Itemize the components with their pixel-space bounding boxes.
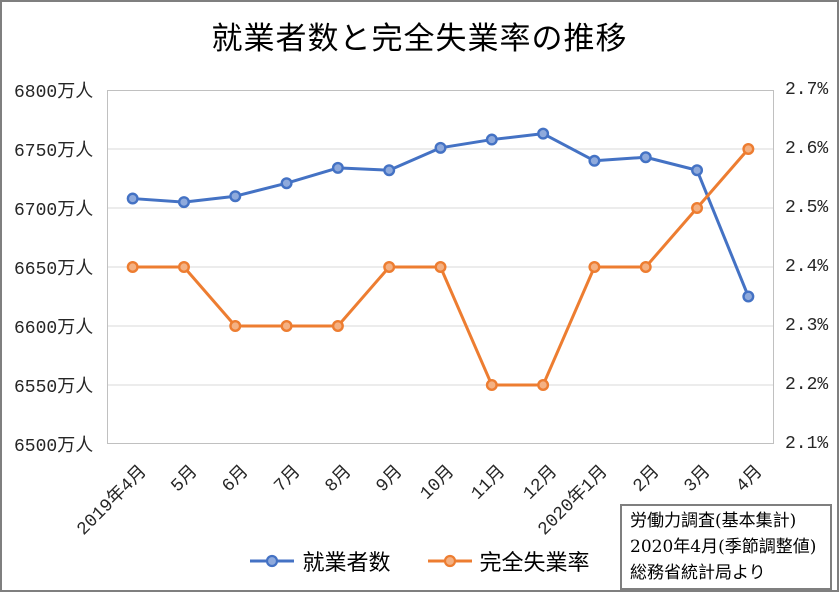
- right-axis-tick-label: 2.3%: [785, 316, 829, 336]
- data-point: [691, 164, 704, 177]
- data-point: [537, 379, 550, 392]
- data-point: [742, 290, 755, 303]
- data-point: [691, 201, 704, 214]
- data-point: [383, 164, 396, 177]
- source-note-line: 2020年4月(季節調整値): [630, 537, 817, 557]
- data-point: [229, 190, 242, 203]
- data-point: [126, 260, 139, 273]
- legend: 就業者数 完全失業率: [2, 545, 837, 577]
- data-point: [485, 379, 498, 392]
- left-axis-tick-label: 6550万人: [14, 378, 94, 398]
- plot-area: [107, 90, 774, 444]
- data-point: [588, 154, 601, 167]
- data-point: [639, 151, 652, 164]
- x-axis-tick-label: 9月: [373, 462, 408, 497]
- right-axis-tick-label: 2.2%: [785, 375, 829, 395]
- source-note-line: 総務省統計局より: [630, 563, 766, 583]
- x-axis-tick-label: 3月: [680, 462, 716, 497]
- legend-line-marker-icon: [250, 554, 295, 568]
- legend-line-marker-icon: [427, 554, 472, 568]
- legend-label-unemployment-rate: 完全失業率: [479, 551, 590, 576]
- chart-title: 就業者数と完全失業率の推移: [211, 21, 628, 57]
- right-axis-tick-label: 2.6%: [785, 139, 829, 159]
- data-point: [639, 260, 652, 273]
- data-point: [588, 260, 601, 273]
- left-axis-tick-label: 6800万人: [14, 83, 94, 103]
- data-point: [229, 319, 242, 332]
- left-axis-tick-label: 6600万人: [14, 319, 94, 339]
- data-point: [331, 319, 344, 332]
- legend-label-employed: 就業者数: [302, 551, 391, 576]
- x-axis-tick-label: 11月: [468, 462, 511, 505]
- legend-item-unemployment-rate: 完全失業率: [427, 545, 590, 577]
- data-point: [280, 177, 293, 190]
- x-axis-tick-label: 2019年4月: [73, 462, 152, 541]
- source-note-box: 労働力調査(基本集計) 2020年4月(季節調整値) 総務省統計局より: [620, 504, 832, 590]
- data-point: [126, 192, 139, 205]
- x-axis-tick-label: 5月: [167, 462, 203, 497]
- x-axis-tick-label: 8月: [321, 462, 357, 497]
- right-axis-tick-label: 2.7%: [785, 80, 829, 100]
- x-axis-tick-label: 4月: [732, 462, 767, 497]
- left-axis-tick-label: 6700万人: [14, 201, 94, 221]
- data-point: [434, 260, 447, 273]
- data-point: [383, 260, 396, 273]
- x-axis-tick-label: 10月: [416, 462, 459, 505]
- data-point: [177, 260, 190, 273]
- data-point: [537, 127, 550, 140]
- data-point: [434, 141, 447, 154]
- left-axis-tick-label: 6650万人: [14, 260, 94, 280]
- source-note-line: 労働力調査(基本集計): [630, 511, 797, 531]
- legend-item-employed: 就業者数: [249, 545, 391, 577]
- right-axis-tick-label: 2.5%: [785, 198, 829, 218]
- x-axis-tick-label: 7月: [270, 462, 305, 497]
- x-axis-tick-label: 2月: [629, 462, 665, 497]
- data-point: [742, 143, 755, 156]
- data-point: [177, 196, 190, 209]
- data-point: [280, 319, 293, 332]
- data-point: [331, 161, 344, 174]
- x-axis-tick-label: 6月: [219, 462, 254, 497]
- plot-border: [107, 90, 774, 444]
- left-axis-tick-label: 6750万人: [14, 142, 94, 162]
- right-axis-tick-label: 2.1%: [785, 434, 829, 454]
- left-axis-tick-label: 6500万人: [14, 437, 94, 457]
- data-point: [485, 133, 498, 146]
- right-axis-tick-label: 2.4%: [785, 257, 829, 277]
